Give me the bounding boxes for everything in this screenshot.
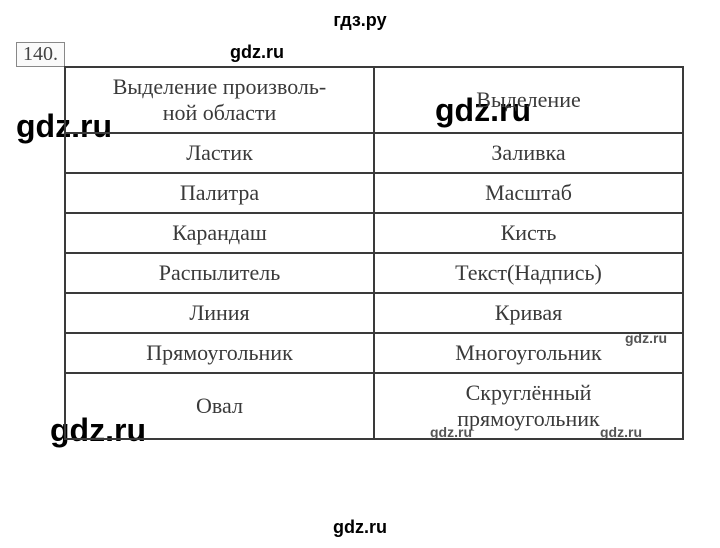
table-cell: Многоугольник [374, 333, 683, 373]
page-footer: gdz.ru [333, 517, 387, 538]
table-row: Прямоугольник Многоугольник [65, 333, 683, 373]
table-cell: Выделение [374, 67, 683, 133]
table-cell: Выделение произволь-ной области [65, 67, 374, 133]
table-cell: Текст(Надпись) [374, 253, 683, 293]
task-number: 140. [16, 42, 65, 67]
table-cell: Линия [65, 293, 374, 333]
table-cell: Заливка [374, 133, 683, 173]
table-cell: Кисть [374, 213, 683, 253]
table-row: Линия Кривая [65, 293, 683, 333]
table-cell: Прямоугольник [65, 333, 374, 373]
table-row: Овал Скруглённыйпрямоугольник [65, 373, 683, 439]
table-cell: Кривая [374, 293, 683, 333]
table-row: Ластик Заливка [65, 133, 683, 173]
table-row: Палитра Масштаб [65, 173, 683, 213]
watermark: gdz.ru [230, 42, 284, 63]
tools-table: Выделение произволь-ной области Выделени… [64, 66, 684, 440]
table-row: Карандаш Кисть [65, 213, 683, 253]
table-cell: Масштаб [374, 173, 683, 213]
table-cell: Скруглённыйпрямоугольник [374, 373, 683, 439]
table-row: Выделение произволь-ной области Выделени… [65, 67, 683, 133]
table-cell: Карандаш [65, 213, 374, 253]
table-cell: Ластик [65, 133, 374, 173]
table-cell: Распылитель [65, 253, 374, 293]
table-cell: Овал [65, 373, 374, 439]
table-cell: Палитра [65, 173, 374, 213]
page-header: гдз.ру [333, 10, 386, 31]
table-row: Распылитель Текст(Надпись) [65, 253, 683, 293]
